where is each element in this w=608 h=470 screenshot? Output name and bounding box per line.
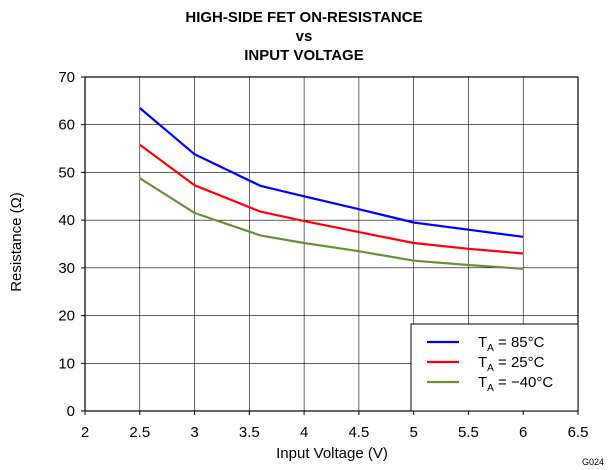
chart-title-line-3: INPUT VOLTAGE [244,47,363,64]
legend-label-main: T [478,334,487,351]
y-tick-label: 10 [58,355,75,372]
series-lines [139,107,524,270]
figure-code: G024 [582,457,604,467]
plot-frame [84,76,579,412]
legend-label-sub: A [487,343,494,354]
legend-items: TA = 85°CTA = 25°CTA = −40°C [427,334,553,394]
legend-label-rest: = 85°C [494,334,545,351]
legend-label-rest: = −40°C [494,374,554,391]
x-tick-labels: 2 2.5 3 3.5 4 4.5 5 5.5 6 6.5 [81,424,589,441]
y-tick-label: 40 [58,212,75,229]
y-tick-label: 20 [58,308,75,325]
y-tick-label: 30 [58,260,75,277]
x-tick-label: 2 [81,424,89,441]
y-tick-label: 70 [58,69,75,86]
x-tick-label: 2.5 [129,424,150,441]
x-tick-label: 3 [190,424,198,441]
legend-label-0: TA = 85°C [478,334,545,354]
x-axis-label: Input Voltage (V) [276,445,388,462]
series-line-0 [139,107,524,238]
x-tick-label: 5 [409,424,417,441]
x-tick-label: 5.5 [458,424,479,441]
legend-label-rest: = 25°C [494,354,545,371]
y-axis-label: Resistance (Ω) [8,192,25,292]
x-tick-label: 3.5 [239,424,260,441]
x-tick-label: 4.5 [348,424,369,441]
legend-label-main: T [478,374,487,391]
legend-label-sub: A [487,363,494,374]
legend-label-2: TA = −40°C [478,374,553,394]
chart-title-line-1: HIGH-SIDE FET ON-RESISTANCE [185,9,422,26]
series-line-1 [139,143,524,255]
series-line-2 [139,177,524,270]
tick-marks [81,76,579,415]
y-tick-label: 50 [58,164,75,181]
chart-title-line-2: vs [296,28,313,45]
legend-box [410,323,579,412]
legend-label-1: TA = 25°C [478,354,545,374]
x-tick-label: 6 [519,424,527,441]
x-tick-label: 4 [300,424,308,441]
x-tick-label: 6.5 [568,424,589,441]
legend-label-sub: A [487,383,494,394]
y-tick-label: 0 [67,403,75,420]
legend: TA = 85°CTA = 25°CTA = −40°C [410,323,579,412]
y-tick-label: 60 [58,117,75,134]
y-tick-labels: 0 10 20 30 40 50 60 70 [58,69,75,420]
legend-label-main: T [478,354,487,371]
